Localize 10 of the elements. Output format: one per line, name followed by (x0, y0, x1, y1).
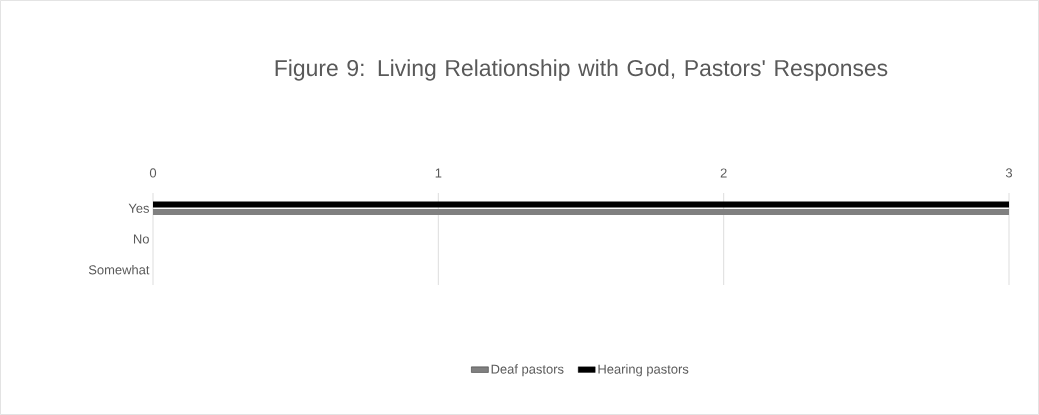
x-tick-label: 0 (149, 168, 157, 178)
chart-title: Figure 9: Living Relationship with God, Pastors' Responses (275, 59, 888, 81)
legend-label: Deaf pastors (491, 364, 564, 377)
x-tick-label: 3 (1005, 168, 1013, 178)
y-tick-label: Yes (128, 203, 150, 213)
x-tick-label: 2 (720, 168, 727, 178)
legend-label: Hearing pastors (598, 364, 689, 377)
y-tick-label: Somewhat (88, 264, 150, 275)
x-tick-label: 1 (435, 168, 442, 178)
y-tick-label: No (133, 234, 149, 244)
